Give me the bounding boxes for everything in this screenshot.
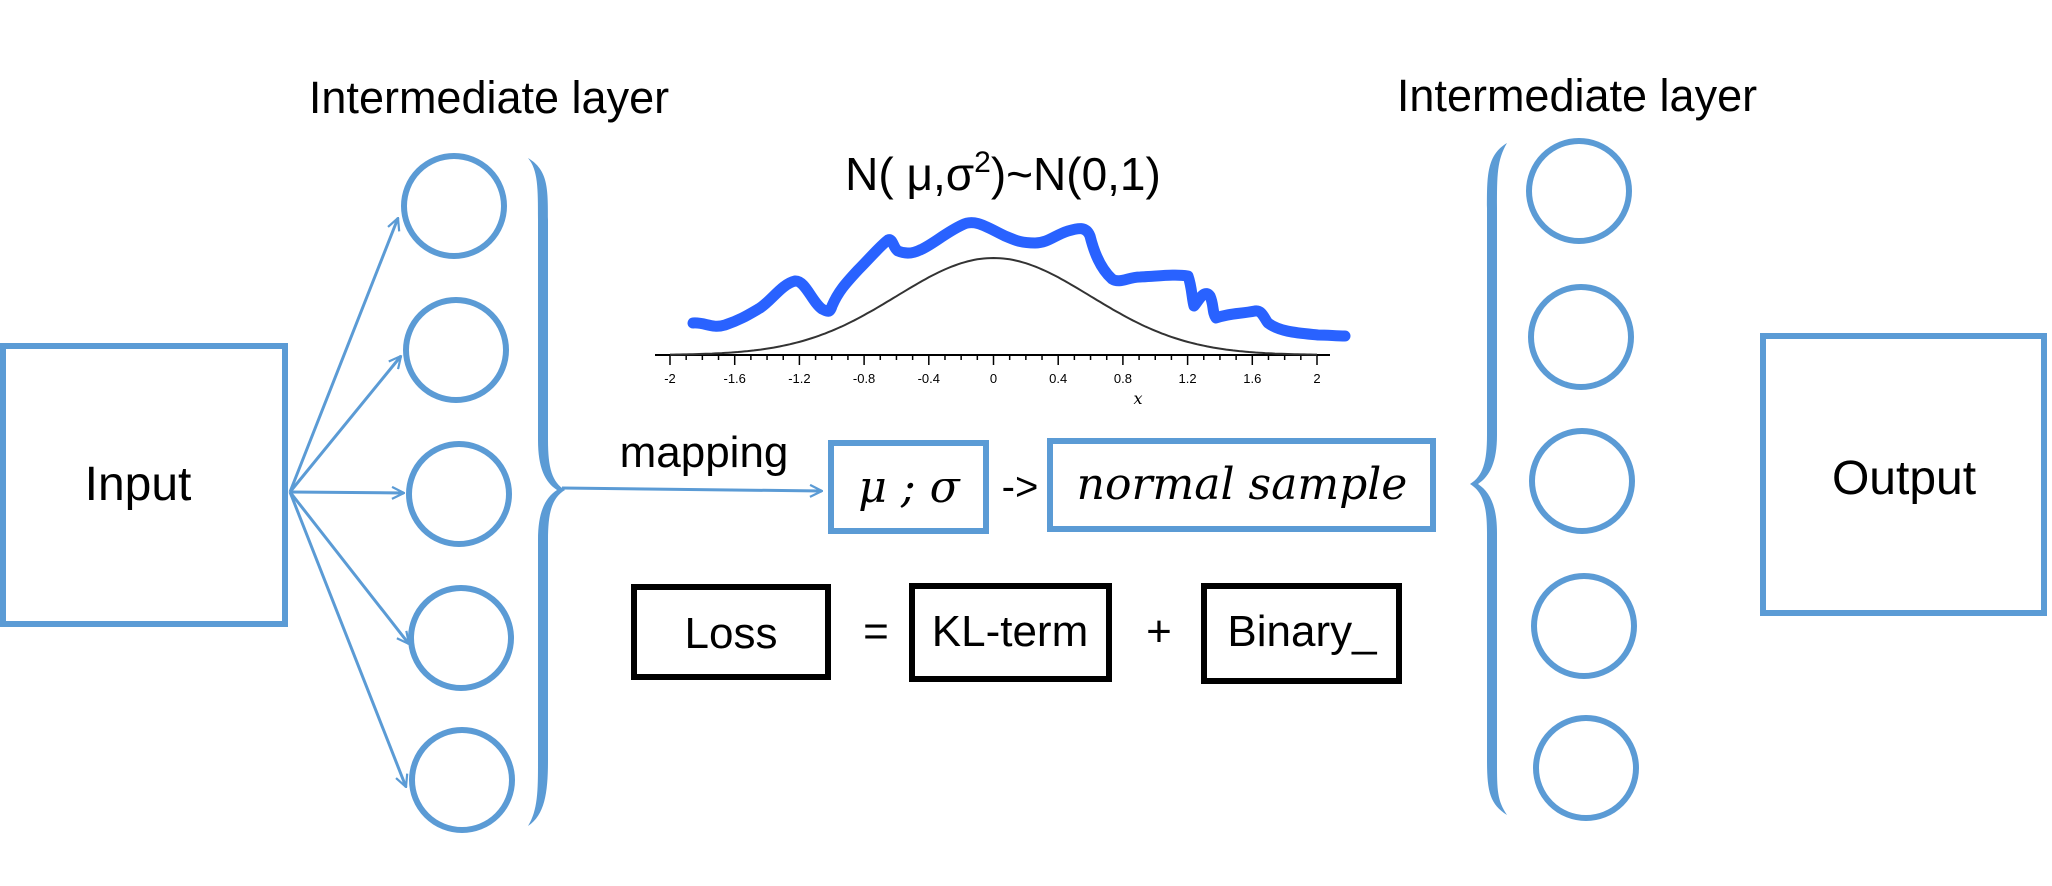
curly-brace-icon — [1470, 143, 1507, 815]
x-tick-label: 2 — [1313, 371, 1320, 386]
circle-node-icon — [1528, 284, 1634, 390]
output-box — [1760, 333, 2047, 616]
x-tick-label: -2 — [664, 371, 676, 386]
equals-sign: = — [863, 607, 889, 656]
curly-brace-icon — [528, 158, 565, 826]
circle-node-icon — [409, 727, 515, 833]
kl-term-label: KL-term — [932, 607, 1088, 656]
x-tick-label: -0.8 — [853, 371, 875, 386]
loss-box — [631, 584, 831, 680]
circle-node-icon — [1529, 428, 1635, 534]
input-arrows — [288, 218, 409, 787]
x-tick-label: 0.8 — [1114, 371, 1132, 386]
normal-sample-box — [1047, 438, 1436, 532]
left-node-column — [401, 153, 515, 833]
arrow-text: -> — [1002, 465, 1039, 509]
mu-sigma-label: μ ; σ — [858, 462, 961, 513]
arrow-icon — [288, 356, 401, 493]
intermediate-left-title: Intermediate layer — [309, 72, 669, 123]
x-tick-marks — [669, 355, 1318, 365]
arrow-icon — [288, 491, 409, 644]
right-node-column — [1526, 138, 1639, 821]
kl-term-box — [909, 583, 1112, 682]
normal-sample-label: normal sample — [1077, 459, 1408, 510]
loss-label: Loss — [685, 609, 778, 658]
intermediate-right-title: Intermediate layer — [1397, 70, 1757, 121]
arrow-icon — [289, 492, 404, 493]
circle-node-icon — [401, 153, 507, 259]
circle-node-icon — [1531, 573, 1637, 679]
x-tick-label: -1.2 — [788, 371, 810, 386]
mapping-label: mapping — [620, 428, 789, 477]
arrow-icon — [288, 491, 406, 787]
standard-normal-curve — [670, 256, 1317, 356]
mapping-arrow — [561, 488, 822, 491]
x-axis-label: x — [1133, 389, 1142, 408]
arrow-icon — [288, 218, 398, 493]
x-tick-labels: -2 -1.6 -1.2 -0.8 -0.4 0 0.4 0.8 1.2 1.6 2 — [664, 371, 1320, 386]
x-tick-label: 0.4 — [1049, 371, 1067, 386]
circle-node-icon — [408, 585, 514, 691]
x-tick-label: 1.6 — [1243, 371, 1261, 386]
circle-node-icon — [403, 297, 509, 403]
input-label: Input — [85, 458, 192, 511]
x-tick-label: 0 — [990, 371, 997, 386]
circle-node-icon — [406, 441, 512, 547]
circle-node-icon — [1526, 138, 1632, 244]
normal-distribution-plot: -2 -1.6 -1.2 -0.8 -0.4 0 0.4 0.8 1.2 1.6 2 x — [655, 217, 1351, 408]
x-tick-label: -1.6 — [723, 371, 745, 386]
binary-label: Binary_ — [1227, 607, 1377, 656]
loss-equation: Loss = KL-term + Binary_ — [631, 583, 1402, 684]
circle-node-icon — [1533, 715, 1639, 821]
sample-distribution-curve — [687, 217, 1351, 342]
output-label: Output — [1832, 452, 1976, 505]
mu-sigma-box — [828, 440, 989, 534]
input-box — [0, 343, 288, 627]
distribution-title: N( μ,σ2)~N(0,1) — [845, 146, 1161, 200]
x-tick-label: 1.2 — [1179, 371, 1197, 386]
x-tick-label: -0.4 — [918, 371, 940, 386]
plus-sign: + — [1146, 607, 1172, 656]
binary-box — [1201, 583, 1402, 684]
